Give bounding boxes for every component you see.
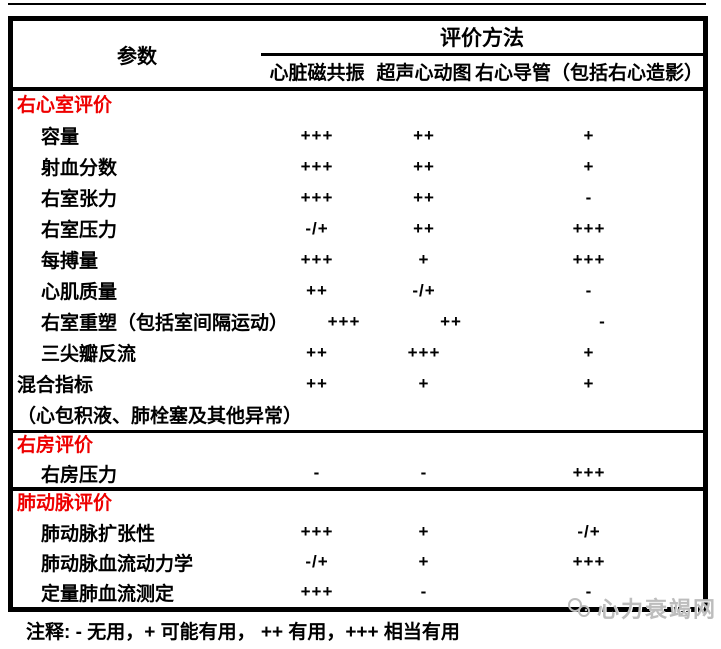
row-label: 右室压力 (41, 220, 118, 241)
rating-value: - (585, 280, 593, 300)
table-row: 右室重塑（包括室间隔运动） +++ ++ - (13, 306, 703, 337)
table-row: 射血分数 +++ ++ + (13, 151, 703, 182)
row-label: 肺动脉血流动力学 (41, 553, 194, 575)
table-row: 每搏量 +++ + +++ (13, 244, 703, 275)
row-label: 肺动脉扩张性 (41, 523, 156, 545)
table-row: 心肌质量 ++ -/+ - (13, 275, 703, 306)
rating-value: - (420, 463, 428, 482)
section-title: 右心室评价 (17, 95, 113, 116)
table-row: 肺动脉血流动力学 -/+ + +++ (13, 547, 703, 577)
rating-value: +++ (300, 249, 334, 269)
table-row: 混合指标 ++ + + (13, 368, 703, 399)
rating-value: ++ (306, 280, 328, 300)
rating-value: - (599, 311, 606, 331)
rating-value: + (418, 249, 430, 269)
rating-value: +++ (572, 218, 606, 238)
rating-value: +++ (572, 552, 606, 571)
row-label: 每搏量 (41, 251, 99, 272)
rating-value: +++ (300, 522, 334, 541)
top-rule (8, 3, 706, 5)
row-label: 右房压力 (41, 464, 118, 486)
rating-value: + (583, 156, 595, 176)
table-row: 容量 +++ ++ + (13, 120, 703, 151)
method-column-header-1: 心脏磁共振 (269, 62, 365, 84)
rating-value: + (583, 342, 595, 362)
table-body: 右心室评价 容量 +++ ++ + 射血分数 +++ ++ + 右室张力 +++ ++ - 右室压力 -/+… (13, 91, 703, 607)
rating-value: -/+ (305, 218, 329, 238)
param-column-header: 参数 (117, 45, 157, 68)
rating-value: - (585, 187, 593, 207)
rating-value: -/+ (577, 522, 601, 541)
rating-value: +++ (407, 342, 441, 362)
row-label: 心肌质量 (41, 282, 118, 303)
rating-value: -/+ (412, 280, 436, 300)
row-label: 右室重塑（包括室间隔运动） (41, 313, 289, 334)
section-2: 右房评价右房压力 - - +++ (13, 430, 703, 487)
heart-failure-network-logo-icon (567, 597, 593, 619)
section-title: 肺动脉评价 (17, 493, 113, 514)
section-3: 肺动脉评价 肺动脉扩张性 +++ + -/+ 肺动脉血流动力学 -/+ + +++ 定量肺血流测定… (13, 487, 703, 607)
rating-value: ++ (413, 125, 435, 145)
table-row: 右室张力 +++ ++ - (13, 182, 703, 213)
table-header: 参数 评价方法 心脏磁共振 超声心动图 右心导管（包括右心造影） (13, 21, 703, 91)
rating-value: - (420, 582, 428, 601)
table-row: （心包积液、肺栓塞及其他异常） (13, 399, 703, 430)
rating-value: +++ (327, 311, 361, 331)
rating-value: +++ (572, 249, 606, 269)
rating-value: - (585, 582, 593, 601)
rating-value: ++ (440, 311, 462, 331)
rating-value: + (418, 522, 430, 541)
rating-value: + (418, 552, 430, 571)
method-columns-row: 心脏磁共振 超声心动图 右心导管（包括右心造影） (261, 56, 703, 88)
rating-value: ++ (413, 156, 435, 176)
rating-value: ++ (413, 187, 435, 207)
table-row: 定量肺血流测定 +++ - - (13, 577, 703, 607)
table-row: 三尖瓣反流 ++ +++ + (13, 337, 703, 368)
rating-value: +++ (300, 187, 334, 207)
method-column-header-3: 右心导管（包括右心造影） (475, 62, 704, 84)
method-column-header-2: 超声心动图 (376, 62, 472, 84)
rating-value: + (418, 373, 430, 393)
rating-value: ++ (306, 342, 328, 362)
table-row: 右房压力 - - +++ (13, 459, 703, 487)
row-label: 射血分数 (41, 158, 118, 179)
methods-header-group: 评价方法 心脏磁共振 超声心动图 右心导管（包括右心造影） (261, 21, 703, 87)
row-label: 定量肺血流测定 (41, 583, 175, 605)
rating-value: +++ (300, 156, 334, 176)
row-label: （心包积液、肺栓塞及其他异常） (17, 406, 303, 427)
watermark-text: 心力衰竭网 (596, 597, 717, 622)
rating-value: +++ (572, 463, 606, 482)
footnote-legend: 注释: - 无用，+ 可能有用， ++ 有用，+++ 相当有用 (26, 622, 460, 643)
rating-value: +++ (300, 125, 334, 145)
rating-value: +++ (300, 582, 334, 601)
rating-value: ++ (306, 373, 328, 393)
row-label: 容量 (41, 127, 80, 148)
evaluation-methods-table: 参数 评价方法 心脏磁共振 超声心动图 右心导管（包括右心造影） 右心室评价 容量 ++… (8, 16, 708, 612)
row-label: 三尖瓣反流 (41, 344, 137, 365)
row-label: 混合指标 (17, 375, 94, 396)
section-1: 右心室评价 容量 +++ ++ + 射血分数 +++ ++ + 右室张力 +++ ++ - 右室压力 -/+… (13, 91, 703, 430)
rating-value: ++ (413, 218, 435, 238)
rating-value: - (313, 463, 321, 482)
rating-value: -/+ (305, 552, 329, 571)
rating-value: + (583, 125, 595, 145)
methods-group-header: 评价方法 (261, 21, 703, 56)
rating-value: + (583, 373, 595, 393)
watermark: 心力衰竭网 (567, 592, 717, 624)
row-label: 右室张力 (41, 189, 118, 210)
table-row: 肺动脉扩张性 +++ + -/+ (13, 517, 703, 547)
table-row: 右室压力 -/+ ++ +++ (13, 213, 703, 244)
section-title: 右房评价 (17, 435, 94, 456)
